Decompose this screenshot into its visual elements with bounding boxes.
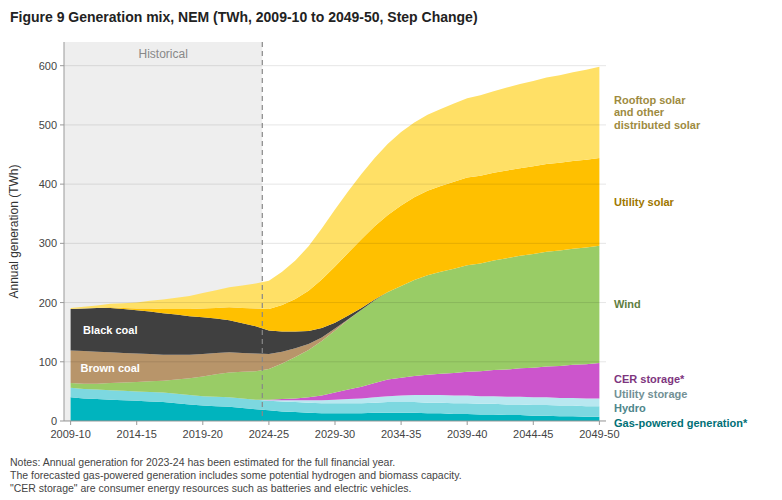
series-label: Utility storage — [614, 388, 687, 400]
y-tick-label: 400 — [39, 178, 57, 190]
series-label-line: Utility solar — [614, 196, 675, 208]
series-label-line: CER storage* — [614, 373, 685, 385]
x-tick-label: 2029-30 — [315, 428, 355, 440]
grid-line — [64, 184, 606, 185]
title: Figure 9 Generation mix, NEM (TWh, 2009-… — [10, 9, 478, 25]
x-tick-label: 2034-35 — [381, 428, 421, 440]
chart: Figure 9 Generation mix, NEM (TWh, 2009-… — [0, 0, 782, 500]
x-tick-label: 2039-40 — [447, 428, 487, 440]
y-tick — [60, 421, 64, 422]
y-tick-label: 500 — [39, 119, 57, 131]
series-label-line: and other — [614, 106, 665, 118]
grid-line — [64, 361, 606, 362]
series-label: CER storage* — [614, 373, 685, 385]
x-tick — [335, 421, 336, 425]
y-tick-label: 200 — [39, 297, 57, 309]
x-tick-label: 2014-15 — [117, 428, 157, 440]
series-label: Brown coal — [81, 362, 140, 374]
x-tick-label: 2024-25 — [249, 428, 289, 440]
historical-boundary — [262, 42, 263, 421]
series-label-line: Brown coal — [81, 362, 140, 374]
x-tick — [202, 421, 203, 425]
x-tick — [467, 421, 468, 425]
y-tick — [60, 124, 64, 125]
note: The forecasted gas-powered generation in… — [10, 469, 462, 481]
series-label: Utility solar — [614, 196, 675, 208]
x-tick-label: 2009-10 — [50, 428, 90, 440]
x-tick-label: 2044-45 — [513, 428, 553, 440]
y-tick-label: 600 — [39, 60, 57, 72]
y-tick-label: 0 — [51, 415, 57, 427]
grid-line — [64, 124, 606, 125]
grid-line — [64, 65, 606, 66]
series-label-line: distributed solar — [614, 119, 701, 131]
plot-area — [64, 42, 606, 421]
area — [71, 67, 600, 309]
y-tick — [60, 65, 64, 66]
series-label: Black coal — [83, 324, 137, 336]
y-tick — [60, 243, 64, 244]
series-label-line: Black coal — [83, 324, 137, 336]
x-tick — [401, 421, 402, 425]
y-axis-label: Annual generation (TWh) — [7, 164, 21, 298]
x-tick — [268, 421, 269, 425]
note: Notes: Annual generation for 2023-24 has… — [10, 456, 395, 468]
series-label: Gas-powered generation* — [614, 417, 748, 429]
series-label: Rooftop solarand otherdistributed solar — [614, 94, 701, 131]
grid-line — [64, 243, 606, 244]
note: "CER storage" are consumer energy resour… — [10, 482, 411, 494]
series-label: Hydro — [614, 402, 646, 414]
x-tick-label: 2019-20 — [183, 428, 223, 440]
grid-line — [64, 421, 606, 422]
y-tick-label: 300 — [39, 237, 57, 249]
x-tick — [599, 421, 600, 425]
grid-line — [64, 302, 606, 303]
y-tick-label: 100 — [39, 356, 57, 368]
series-label-line: Utility storage — [614, 388, 687, 400]
x-tick — [70, 421, 71, 425]
series-label: Wind — [614, 298, 641, 310]
x-tick — [533, 421, 534, 425]
x-tick-label: 2049-50 — [579, 428, 619, 440]
y-axis — [64, 42, 65, 421]
series-label-line: Wind — [614, 298, 641, 310]
x-tick — [136, 421, 137, 425]
y-tick — [60, 184, 64, 185]
series-label-line: Hydro — [614, 402, 646, 414]
historical-label: Historical — [138, 47, 187, 61]
y-tick — [60, 302, 64, 303]
series-label-line: Gas-powered generation* — [614, 417, 748, 429]
y-tick — [60, 361, 64, 362]
series-label-line: Rooftop solar — [614, 94, 686, 106]
